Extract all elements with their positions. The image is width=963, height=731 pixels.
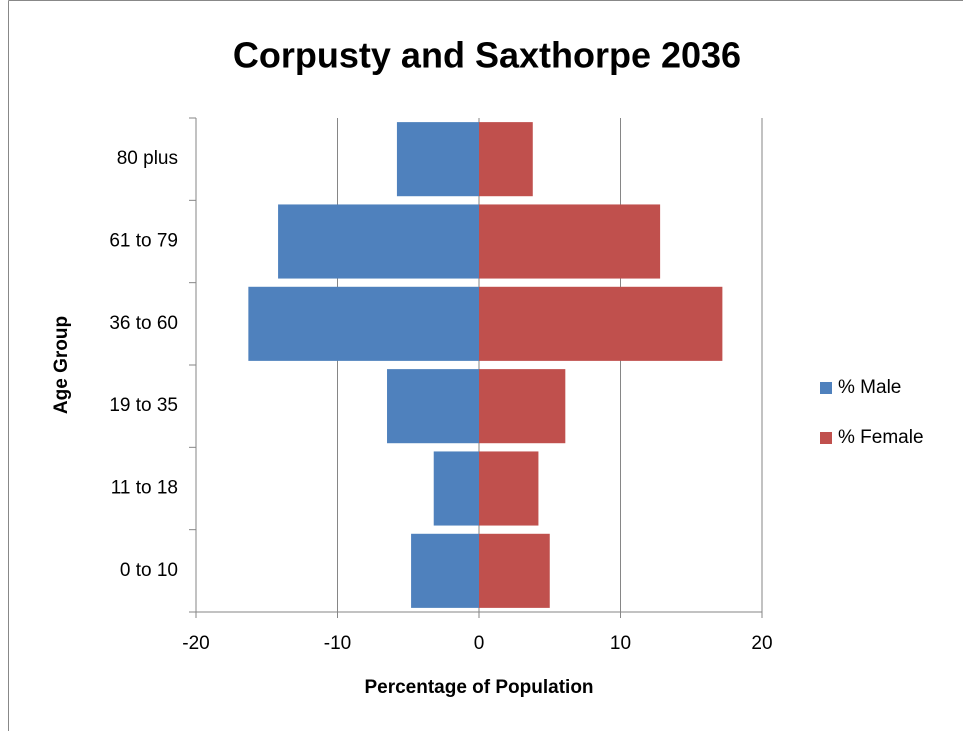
- y-tick-label: 36 to 60: [109, 313, 178, 334]
- bar: [411, 533, 479, 608]
- bar: [479, 533, 550, 608]
- bar: [479, 286, 723, 361]
- bar: [479, 122, 533, 197]
- legend-label: % Male: [838, 377, 901, 398]
- legend-swatch: [820, 432, 832, 444]
- x-tick-label: 10: [610, 633, 631, 654]
- bar: [278, 204, 479, 279]
- y-tick-label: 19 to 35: [109, 395, 178, 416]
- x-axis-title: Percentage of Population: [364, 677, 593, 698]
- x-tick-label: 0: [474, 633, 485, 654]
- bar: [479, 204, 661, 279]
- y-tick-label: 11 to 18: [111, 478, 178, 499]
- bar: [387, 369, 479, 444]
- bar: [248, 286, 479, 361]
- bar: [479, 369, 566, 444]
- bar: [433, 451, 479, 526]
- y-tick-label: 0 to 10: [120, 560, 178, 581]
- bar: [479, 451, 539, 526]
- y-tick-label: 80 plus: [117, 148, 178, 169]
- y-axis-title: Age Group: [51, 316, 72, 414]
- y-tick-label: 61 to 79: [109, 231, 178, 252]
- legend-swatch: [820, 382, 832, 394]
- x-tick-label: -10: [324, 633, 351, 654]
- bar: [396, 122, 479, 197]
- x-tick-label: 20: [751, 633, 772, 654]
- x-tick-label: -20: [182, 633, 209, 654]
- legend-label: % Female: [838, 427, 924, 448]
- chart-title: Corpusty and Saxthorpe 2036: [233, 35, 741, 76]
